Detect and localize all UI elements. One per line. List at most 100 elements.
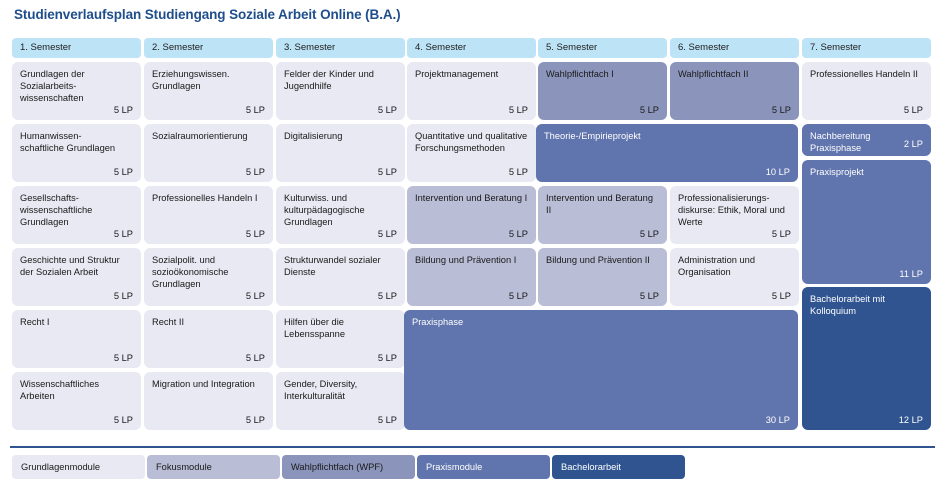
module-name: Theorie-/Empirieprojekt <box>544 131 641 141</box>
module-credits: 5 LP <box>771 105 791 115</box>
module-box[interactable]: Sozialpolit. und sozioökonomische Grundl… <box>144 248 273 306</box>
module-name: Felder der Kinder und Jugendhilfe <box>284 69 374 92</box>
module-credits: 5 LP <box>113 291 133 301</box>
module-credits: 5 LP <box>508 105 528 115</box>
module-credits: 5 LP <box>113 353 133 363</box>
module-credits: 5 LP <box>113 167 133 177</box>
module-credits: 5 LP <box>113 229 133 239</box>
module-credits: 5 LP <box>245 415 265 425</box>
semester-header-1: 1. Semester <box>12 38 141 58</box>
module-name: Gesellschafts- wissenschaftliche Grundla… <box>20 193 93 228</box>
module-name: Geschichte und Struktur der Sozialen Arb… <box>20 255 120 278</box>
module-name: Sozialpolit. und sozioökonomische Grundl… <box>152 255 229 290</box>
semester-header-5: 5. Semester <box>538 38 667 58</box>
module-box[interactable]: Digitalisierung 5 LP <box>276 124 405 182</box>
module-credits: 5 LP <box>245 291 265 301</box>
module-name: Professionalisierungs- diskurse: Ethik, … <box>678 193 785 228</box>
module-credits: 5 LP <box>903 105 923 115</box>
module-credits: 30 LP <box>765 415 790 425</box>
module-name: Humanwissen- schaftliche Grundlagen <box>20 131 116 154</box>
module-credits: 5 LP <box>639 229 659 239</box>
module-box[interactable]: Hilfen über die Lebensspanne 5 LP <box>276 310 405 368</box>
legend-item-bachelor: Bachelorarbeit <box>552 455 685 479</box>
module-box[interactable]: Wahlpflichtfach I 5 LP <box>538 62 667 120</box>
module-name: Kulturwiss. und kulturpädagogische Grund… <box>284 193 365 228</box>
semester-header-6: 6. Semester <box>670 38 799 58</box>
module-box[interactable]: Quantitative und qualitative Forschungsm… <box>407 124 536 182</box>
module-box[interactable]: Gender, Diversity, Interkulturalität 5 LP <box>276 372 405 430</box>
legend-item-fokus: Fokusmodule <box>147 455 280 479</box>
module-credits: 5 LP <box>113 415 133 425</box>
module-name: Bildung und Prävention II <box>546 255 650 265</box>
module-box[interactable]: Migration und Integration 5 LP <box>144 372 273 430</box>
module-credits: 5 LP <box>113 105 133 115</box>
module-box[interactable]: Felder der Kinder und Jugendhilfe 5 LP <box>276 62 405 120</box>
module-box[interactable]: Administration und Organisation 5 LP <box>670 248 799 306</box>
module-box[interactable]: Gesellschafts- wissenschaftliche Grundla… <box>12 186 141 244</box>
module-box[interactable]: Praxisprojekt 11 LP <box>802 160 931 284</box>
module-credits: 5 LP <box>508 229 528 239</box>
module-box[interactable]: Erziehungswissen. Grundlagen 5 LP <box>144 62 273 120</box>
module-name: Professionelles Handeln I <box>152 193 258 203</box>
module-credits: 11 LP <box>899 269 923 279</box>
module-credits: 5 LP <box>245 105 265 115</box>
module-credits: 5 LP <box>639 105 659 115</box>
module-credits: 5 LP <box>377 415 397 425</box>
module-box[interactable]: Bildung und Prävention II 5 LP <box>538 248 667 306</box>
module-name: Bildung und Prävention I <box>415 255 517 265</box>
module-credits: 5 LP <box>377 229 397 239</box>
module-credits: 12 LP <box>898 415 923 425</box>
module-box[interactable]: Nachbereitung Praxisphase 2 LP <box>802 124 931 156</box>
module-name: Sozialraumorientierung <box>152 131 248 141</box>
module-box[interactable]: Professionalisierungs- diskurse: Ethik, … <box>670 186 799 244</box>
module-box[interactable]: Intervention und Beratung II 5 LP <box>538 186 667 244</box>
semester-header-3: 3. Semester <box>276 38 405 58</box>
module-box[interactable]: Sozialraumorientierung 5 LP <box>144 124 273 182</box>
semester-header-2: 2. Semester <box>144 38 273 58</box>
module-box[interactable]: Professionelles Handeln I 5 LP <box>144 186 273 244</box>
module-box[interactable]: Theorie-/Empirieprojekt 10 LP <box>536 124 798 182</box>
module-name: Wissenschaftliches Arbeiten <box>20 379 100 402</box>
semester-header-7: 7. Semester <box>802 38 931 58</box>
module-credits: 5 LP <box>508 167 528 177</box>
module-box[interactable]: Kulturwiss. und kulturpädagogische Grund… <box>276 186 405 244</box>
module-credits: 5 LP <box>639 291 659 301</box>
legend-divider <box>10 446 935 448</box>
module-name: Praxisphase <box>412 317 464 327</box>
module-box[interactable]: Intervention und Beratung I 5 LP <box>407 186 536 244</box>
module-name: Quantitative und qualitative Forschungsm… <box>415 131 528 154</box>
module-box[interactable]: Wahlpflichtfach II 5 LP <box>670 62 799 120</box>
module-box[interactable]: Grundlagen der Sozialarbeits- wissenscha… <box>12 62 141 120</box>
module-name: Strukturwandel sozialer Dienste <box>284 255 381 278</box>
module-box[interactable]: Wissenschaftliches Arbeiten 5 LP <box>12 372 141 430</box>
module-name: Praxisprojekt <box>810 167 864 177</box>
module-box[interactable]: Recht I 5 LP <box>12 310 141 368</box>
module-box[interactable]: Praxisphase 30 LP <box>404 310 798 430</box>
module-name: Projektmanagement <box>415 69 499 79</box>
module-name: Recht II <box>152 317 185 327</box>
module-box[interactable]: Professionelles Handeln II 5 LP <box>802 62 931 120</box>
module-name: Wahlpflichtfach I <box>546 69 614 79</box>
module-name: Grundlagen der Sozialarbeits- wissenscha… <box>20 69 85 104</box>
legend-item-wpf: Wahlpflichtfach (WPF) <box>282 455 415 479</box>
semester-header-4: 4. Semester <box>407 38 536 58</box>
module-credits: 5 LP <box>508 291 528 301</box>
module-box[interactable]: Strukturwandel sozialer Dienste 5 LP <box>276 248 405 306</box>
module-box[interactable]: Bachelorarbeit mit Kolloquium 12 LP <box>802 287 931 430</box>
module-box[interactable]: Geschichte und Struktur der Sozialen Arb… <box>12 248 141 306</box>
legend-item-grundlagen: Grundlagenmodule <box>12 455 145 479</box>
module-name: Hilfen über die Lebensspanne <box>284 317 346 340</box>
module-box[interactable]: Humanwissen- schaftliche Grundlagen 5 LP <box>12 124 141 182</box>
module-credits: 5 LP <box>245 167 265 177</box>
module-box[interactable]: Recht II 5 LP <box>144 310 273 368</box>
module-name: Gender, Diversity, Interkulturalität <box>284 379 358 402</box>
module-credits: 5 LP <box>377 353 397 363</box>
module-credits: 10 LP <box>765 167 790 177</box>
module-box[interactable]: Projektmanagement 5 LP <box>407 62 536 120</box>
legend-item-praxis: Praxismodule <box>417 455 550 479</box>
module-name: Erziehungswissen. Grundlagen <box>152 69 230 92</box>
module-credits: 2 LP <box>903 139 923 149</box>
module-credits: 5 LP <box>377 291 397 301</box>
module-credits: 5 LP <box>771 291 791 301</box>
module-box[interactable]: Bildung und Prävention I 5 LP <box>407 248 536 306</box>
